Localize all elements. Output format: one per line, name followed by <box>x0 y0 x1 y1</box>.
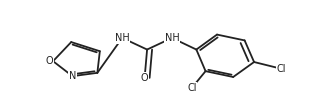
Text: Cl: Cl <box>276 64 286 74</box>
Text: Cl: Cl <box>187 83 197 93</box>
Text: NH: NH <box>115 33 130 43</box>
Text: NH: NH <box>165 33 179 43</box>
Text: N: N <box>69 71 76 81</box>
Text: O: O <box>46 56 53 66</box>
Text: O: O <box>141 73 148 83</box>
